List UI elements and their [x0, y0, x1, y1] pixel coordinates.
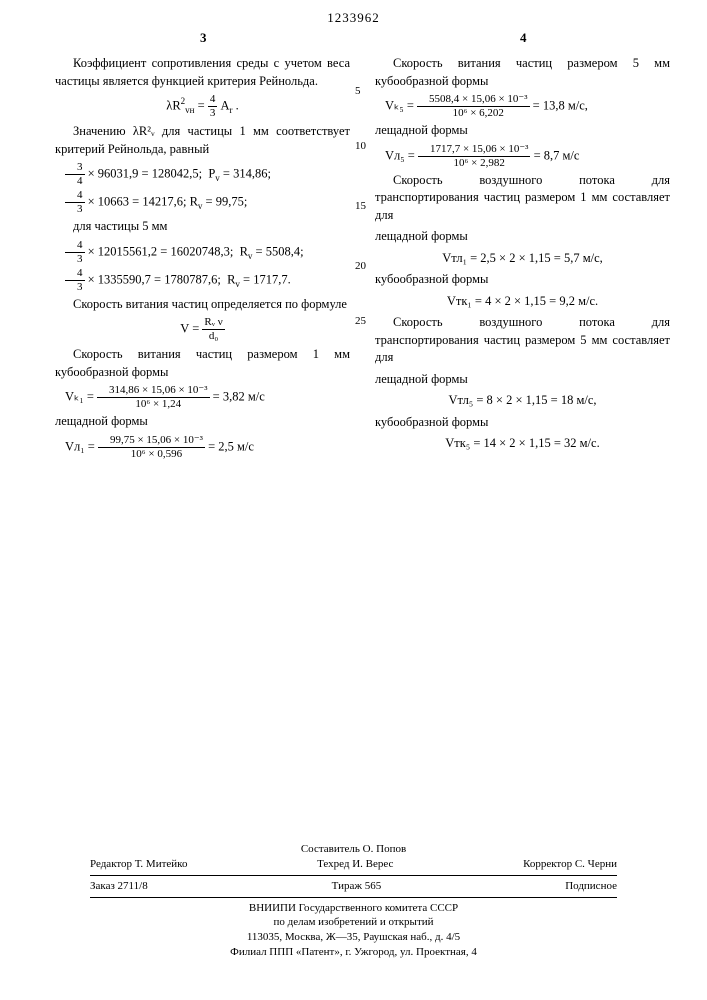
footer-order: Заказ 2711/8 [90, 879, 148, 894]
footer-tirage: Тираж 565 [332, 879, 382, 894]
equation: Vтк₅ = 14 × 2 × 1,15 = 32 м/с. [375, 435, 670, 453]
footer-address: 113035, Москва, Ж—35, Раушская наб., д. … [0, 930, 707, 945]
column-number-right: 4 [520, 30, 527, 46]
document-number: 1233962 [0, 10, 707, 26]
footer-editor: Редактор Т. Митейко [90, 857, 187, 872]
paragraph: Скорость витания частиц определяется по … [55, 296, 350, 314]
content-columns: Коэффициент сопротивления среды с учетом… [55, 55, 670, 463]
footer-rule [90, 875, 617, 876]
equation: λR2vн = 43 Ar . [55, 94, 350, 119]
footer-corrector: Корректор С. Черни [523, 857, 617, 872]
left-column: Коэффициент сопротивления среды с учетом… [55, 55, 350, 463]
equation: Vₖ₁ = 314,86 × 15,06 × 10⁻³10⁶ × 1,24 = … [55, 385, 350, 410]
paragraph: Значению λR²ᵥ для частицы 1 мм соответст… [55, 123, 350, 158]
right-column: Скорость витания частиц размером 5 мм ку… [375, 55, 670, 463]
footer-org: ВНИИПИ Государственного комитета СССР [0, 901, 707, 916]
paragraph: лещадной формы [375, 228, 670, 246]
paragraph: лещадной формы [55, 413, 350, 431]
equation: Vтл₅ = 8 × 2 × 1,15 = 18 м/с, [375, 392, 670, 410]
paragraph: Скорость витания частиц размером 5 мм ку… [375, 55, 670, 90]
footer-compiler: Составитель О. Попов [0, 842, 707, 857]
paragraph: лещадной формы [375, 371, 670, 389]
footer-address: Филиал ППП «Патент», г. Ужгород, ул. Про… [0, 945, 707, 960]
paragraph: кубообразной формы [375, 271, 670, 289]
equation: 43 × 1335590,7 = 1780787,6; Rv = 1717,7. [55, 268, 350, 293]
equation: 34 × 96031,9 = 128042,5; Pv = 314,86; [55, 162, 350, 187]
paragraph: Коэффициент сопротивления среды с учетом… [55, 55, 350, 90]
paragraph: Скорость витания частиц размером 1 мм ку… [55, 346, 350, 381]
footer-block: Составитель О. Попов Редактор Т. Митейко… [0, 842, 707, 960]
footer-org: по делам изобретений и открытий [0, 915, 707, 930]
paragraph: лещадной формы [375, 122, 670, 140]
paragraph: кубообразной формы [375, 414, 670, 432]
footer-subscribed: Подписное [565, 879, 617, 894]
equation: Vл₁ = 99,75 × 15,06 × 10⁻³10⁶ × 0,596 = … [55, 435, 350, 460]
equation: Vтк₁ = 4 × 2 × 1,15 = 9,2 м/с. [375, 293, 670, 311]
paragraph: Скорость воздушного потока для транспорт… [375, 172, 670, 225]
equation: 43 × 12015561,2 = 16020748,3; Rv = 5508,… [55, 240, 350, 265]
footer-techred: Техред И. Верес [317, 857, 393, 872]
equation: V = Rᵥ νd₀ [55, 317, 350, 342]
column-number-left: 3 [200, 30, 207, 46]
equation: Vл₅ = 1717,7 × 15,06 × 10⁻³10⁶ × 2,982 =… [375, 144, 670, 169]
paragraph: для частицы 5 мм [55, 218, 350, 236]
footer-rule [90, 897, 617, 898]
page: 1233962 3 4 5 10 15 20 25 Коэффициент со… [0, 0, 707, 1000]
equation: Vₖ₅ = 5508,4 × 15,06 × 10⁻³10⁶ × 6,202 =… [375, 94, 670, 119]
equation: Vтл₁ = 2,5 × 2 × 1,15 = 5,7 м/с, [375, 250, 670, 268]
paragraph: Скорость воздушного потока для транспорт… [375, 314, 670, 367]
equation: 43 × 10663 = 14217,6; Rv = 99,75; [55, 190, 350, 215]
